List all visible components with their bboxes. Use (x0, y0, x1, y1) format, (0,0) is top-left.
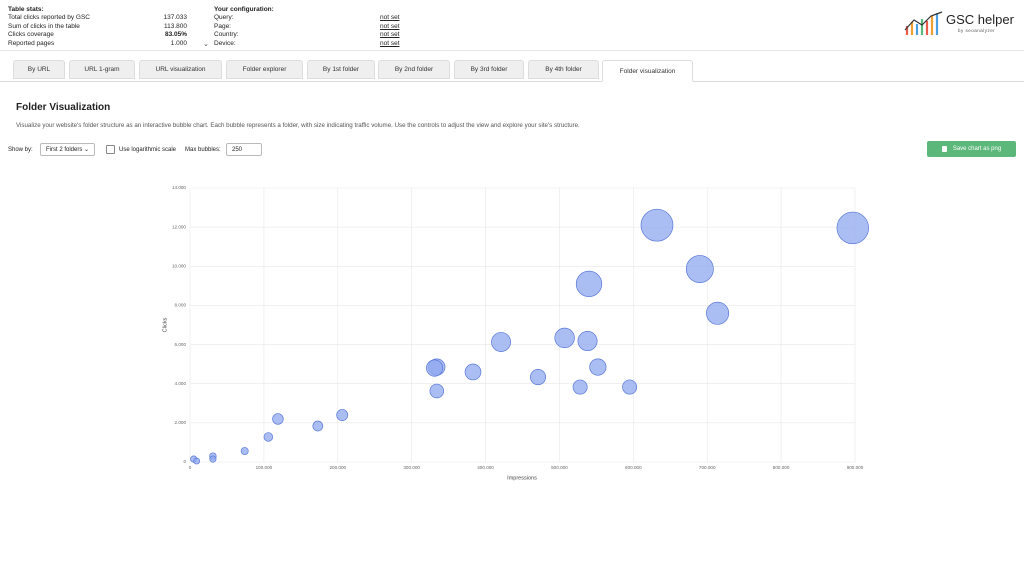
bubble (312, 420, 324, 432)
bubble (572, 379, 588, 395)
bubble (426, 359, 444, 377)
bubble (640, 208, 674, 242)
bubble (272, 413, 284, 425)
y-tick-label: 4.000 (175, 381, 187, 386)
bubble (263, 432, 274, 442)
bubble-chart: Impressions Clicks 0 2.000 4.000 6.000 8.000… (162, 185, 869, 481)
stats-row: Clicks coverage 83.05% (8, 31, 187, 39)
stats-row: Total clicks reported by GSC 137.033 (8, 14, 187, 22)
log-label: Use logarithmic scale (119, 146, 177, 153)
config-row: Country: not set (214, 31, 404, 39)
config-row: Device: not set (214, 40, 404, 48)
stats-title: Table stats: (8, 6, 44, 13)
bubble (622, 379, 638, 395)
y-tick-label: 0 (183, 459, 186, 464)
x-tick-label: 700.000 (699, 465, 716, 470)
bubble (530, 369, 547, 386)
logo-by: by seoanalyzer (958, 28, 996, 33)
tab[interactable]: URL visualization (139, 60, 222, 79)
bubble (491, 332, 512, 352)
log-checkbox[interactable]: Use logarithmic scale (106, 143, 176, 156)
config-row: Page: not set (214, 23, 404, 31)
stats-value: 83.05% (164, 31, 187, 39)
bubble (240, 447, 249, 455)
tab-bar: By URL URL 1-gram URL visualization Folder … (0, 60, 1024, 82)
tab[interactable]: By 3rd folder (454, 60, 524, 79)
config-label: Page: (214, 22, 231, 30)
bubble (589, 358, 607, 376)
stats-value: 113.800 (163, 22, 187, 30)
config-row: Query: not set (214, 14, 404, 22)
stats-label: Total clicks reported by GSC (8, 14, 91, 22)
show-by-value: First 2 folders (46, 146, 83, 153)
x-tick-label: 200.000 (329, 465, 346, 470)
tab[interactable]: Folder explorer (226, 60, 303, 79)
stats-label: Sum of clicks in the table (8, 22, 80, 30)
header: Table stats: Total clicks reported by GS… (0, 0, 1024, 51)
x-tick-label: 500.000 (551, 465, 568, 470)
save-button[interactable]: Save chart as png (927, 141, 1016, 157)
y-axis-title: Clicks (162, 317, 168, 332)
logo-icon (904, 11, 943, 35)
bubble (554, 327, 575, 349)
bubble (209, 455, 217, 463)
tab[interactable]: By 2nd folder (378, 60, 450, 79)
bubble (706, 301, 730, 325)
description: Visualize your website's folder structur… (16, 122, 580, 129)
section-heading: Folder Visualization (16, 102, 111, 113)
tab[interactable]: By 4th folder (528, 60, 599, 79)
config-title: Your configuration: (214, 6, 274, 13)
y-tick-label: 2.000 (175, 420, 187, 425)
max-bubbles-label: Max bubbles: (185, 146, 221, 153)
tab[interactable]: Folder visualization (602, 60, 693, 82)
bubble (575, 270, 603, 298)
config-value[interactable]: not set (380, 22, 400, 30)
stats-row: Sum of clicks in the table 113.800 (8, 23, 187, 31)
x-tick-label: 600.000 (625, 465, 642, 470)
x-axis-title: Impressions (507, 475, 537, 481)
y-tick-label: 10.000 (172, 264, 186, 269)
config-label: Device: (214, 39, 236, 47)
bubble (685, 255, 714, 283)
stats-row: Reported pages 1.000 (8, 40, 187, 48)
show-by-label: Show by: (8, 146, 33, 153)
stats-value: 1.000 (170, 39, 187, 47)
stats-label: Reported pages (8, 39, 55, 47)
bubble (336, 409, 349, 421)
bubble (429, 383, 445, 399)
bubble (836, 211, 869, 245)
configuration: Your configuration: Query: not set Page: no… (214, 6, 404, 48)
stats-value: 137.033 (163, 14, 188, 22)
y-tick-label: 8.000 (175, 303, 187, 308)
max-bubbles-value: 250 (226, 143, 262, 156)
max-bubbles-input[interactable]: 250 (226, 143, 262, 156)
show-by-select[interactable]: First 2 folders ⌄ (40, 143, 96, 156)
config-value[interactable]: not set (380, 14, 400, 22)
y-tick-label: 12.000 (172, 224, 186, 229)
stats-label: Clicks coverage (8, 31, 54, 39)
tab[interactable]: By URL (13, 60, 65, 79)
y-tick-label: 14.000 (172, 185, 186, 190)
x-tick-label: 0 (189, 465, 192, 470)
config-label: Query: (214, 14, 234, 22)
config-label: Country: (214, 31, 239, 39)
config-value[interactable]: not set (380, 31, 400, 39)
bubble (464, 363, 482, 381)
x-tick-label: 400.000 (477, 465, 494, 470)
bubble (193, 457, 201, 465)
table-stats: Table stats: Total clicks reported by GS… (8, 6, 187, 48)
y-tick-label: 6.000 (175, 342, 187, 347)
config-value[interactable]: not set (380, 39, 400, 47)
x-tick-label: 100.000 (256, 465, 273, 470)
x-tick-label: 300.000 (403, 465, 420, 470)
x-tick-label: 800.000 (773, 465, 790, 470)
expand-arrow[interactable]: ⌄ (203, 41, 209, 48)
bubble (577, 331, 598, 352)
tab[interactable]: By 1st folder (307, 60, 375, 79)
logo-name: GSC helper (946, 12, 1014, 27)
x-tick-label: 900.000 (847, 465, 864, 470)
tab[interactable]: URL 1-gram (69, 60, 135, 79)
save-label: Save chart as png (952, 146, 1002, 152)
